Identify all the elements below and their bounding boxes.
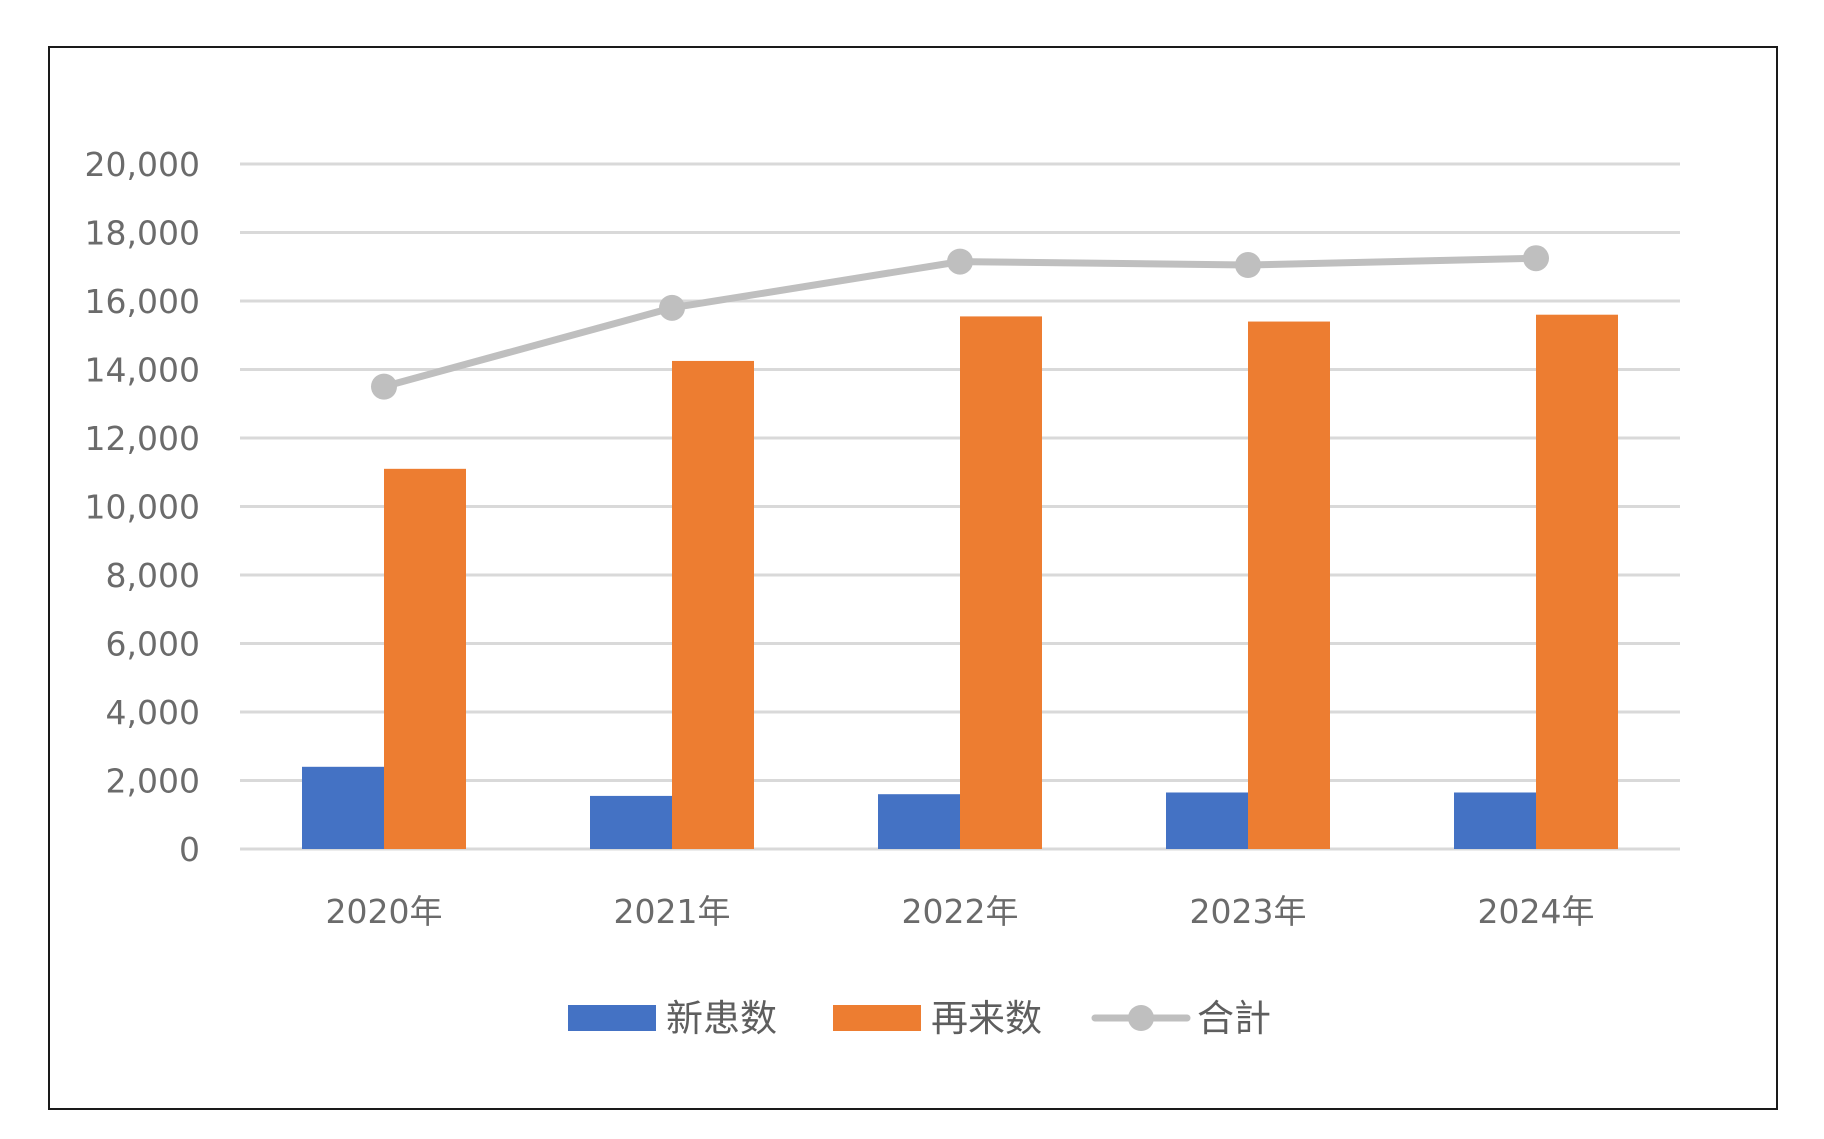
legend-label: 再来数 bbox=[931, 997, 1042, 1040]
bars bbox=[302, 314, 1618, 850]
y-tick-label: 2,000 bbox=[106, 762, 200, 801]
y-tick-label: 8,000 bbox=[106, 556, 200, 595]
bar-return-visits bbox=[960, 316, 1042, 850]
y-tick-label: 20,000 bbox=[85, 145, 200, 184]
total-line-point bbox=[659, 294, 685, 321]
y-tick-label: 12,000 bbox=[85, 419, 200, 458]
x-tick-label: 2021年 bbox=[614, 892, 731, 931]
bar-return-visits bbox=[672, 360, 754, 849]
total-line-point bbox=[947, 248, 973, 275]
gridlines bbox=[240, 162, 1680, 851]
bar-new-patients bbox=[1454, 792, 1536, 849]
y-tick-label: 0 bbox=[179, 830, 200, 869]
bar-new-patients bbox=[1166, 792, 1248, 849]
bar-return-visits bbox=[1248, 321, 1330, 849]
bar-new-patients bbox=[302, 766, 384, 849]
legend-label: 新患数 bbox=[666, 997, 777, 1040]
chart-frame bbox=[48, 46, 1778, 1110]
y-tick-label: 6,000 bbox=[106, 625, 200, 664]
bar-new-patients bbox=[878, 794, 960, 849]
bar-new-patients bbox=[590, 795, 672, 849]
legend: 新患数 再来数 合計 bbox=[568, 997, 1271, 1040]
y-tick-label: 18,000 bbox=[85, 214, 200, 253]
legend-swatch-return-visits bbox=[833, 1005, 921, 1031]
y-tick-label: 4,000 bbox=[106, 693, 200, 732]
y-tick-label: 10,000 bbox=[85, 488, 200, 527]
total-line bbox=[371, 245, 1549, 400]
y-tick-label: 16,000 bbox=[85, 282, 200, 321]
total-line-point bbox=[1523, 245, 1549, 272]
legend-label: 合計 bbox=[1197, 997, 1271, 1040]
legend-swatch-total-marker bbox=[1128, 1005, 1154, 1031]
total-line-point bbox=[371, 373, 397, 400]
legend-swatch-new-patients bbox=[568, 1005, 656, 1031]
y-axis-tick-labels: 0 2,000 4,000 6,000 8,000 10,000 12,000 14,000 1… bbox=[85, 145, 200, 869]
y-tick-label: 14,000 bbox=[85, 351, 200, 390]
x-tick-label: 2020年 bbox=[326, 892, 443, 931]
x-tick-label: 2023年 bbox=[1190, 892, 1307, 931]
x-tick-label: 2024年 bbox=[1478, 892, 1595, 931]
x-axis-tick-labels: 2020年 2021年 2022年 2023年 2024年 bbox=[326, 892, 1595, 931]
x-tick-label: 2022年 bbox=[902, 892, 1019, 931]
total-line-point bbox=[1235, 252, 1261, 279]
bar-return-visits bbox=[384, 468, 466, 849]
bar-return-visits bbox=[1536, 314, 1618, 849]
